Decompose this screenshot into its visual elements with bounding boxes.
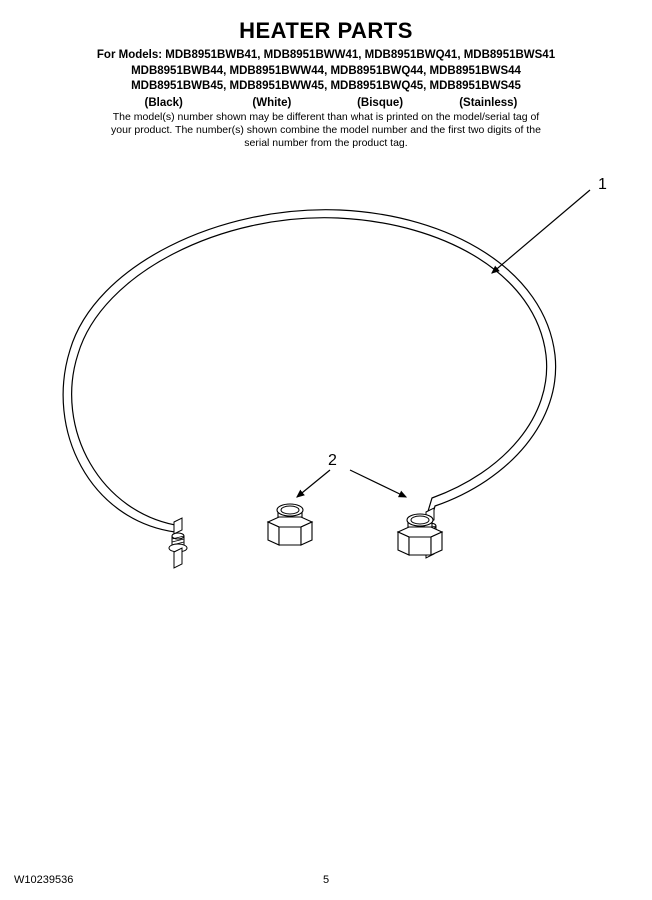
footer-doc-number: W10239536 [14,874,73,886]
page-root: HEATER PARTS For Models: MDB8951BWB41, M… [0,0,652,900]
heater-element-icon [63,210,556,568]
models-line-1: MDB8951BWB44, MDB8951BWW44, MDB8951BWQ44… [131,65,521,77]
models-block: For Models: MDB8951BWB41, MDB8951BWW41, … [0,48,652,95]
hex-nut-right-icon [398,514,442,555]
hex-nut-left-icon [268,504,312,545]
color-white: (White) [219,97,324,109]
for-models-label: For Models: [97,49,162,61]
color-black: (Black) [111,97,216,109]
heater-diagram [0,170,652,860]
color-stainless: (Stainless) [436,97,541,109]
callout-arrow-2b [350,470,406,497]
colors-row: (Black) (White) (Bisque) (Stainless) [0,97,652,109]
page-title: HEATER PARTS [0,0,652,44]
callout-arrow-2a [297,470,330,497]
diagram-area: 1 2 [0,170,652,860]
models-line-2: MDB8951BWB45, MDB8951BWW45, MDB8951BWQ45… [131,80,521,92]
models-line-0: MDB8951BWB41, MDB8951BWW41, MDB8951BWQ41… [165,49,555,61]
color-bisque: (Bisque) [328,97,433,109]
callout-number-2: 2 [328,452,337,470]
callout-number-1: 1 [598,176,607,194]
callout-arrow-1 [492,190,590,273]
terminal-left-icon [169,518,187,568]
disclaimer-text: The model(s) number shown may be differe… [111,111,541,150]
footer-page-number: 5 [323,874,329,886]
